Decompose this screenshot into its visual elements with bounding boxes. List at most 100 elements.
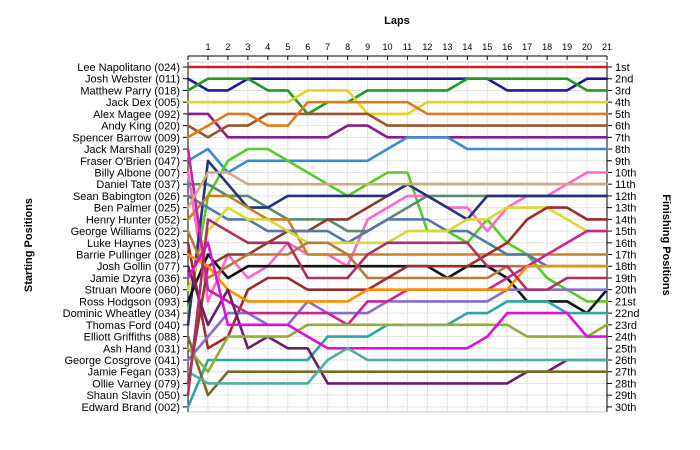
start-position-label: Shaun Slavin (050) <box>86 390 180 402</box>
x-tick-label: 7 <box>325 42 330 52</box>
finish-position-label: 22nd <box>615 308 639 320</box>
finish-position-label: 19th <box>615 273 636 285</box>
x-tick-label: 8 <box>345 42 350 52</box>
chart-title: Laps <box>384 15 410 27</box>
x-tick-label: 3 <box>245 42 250 52</box>
finish-position-label: 7th <box>615 132 630 144</box>
x-tick-label: 15 <box>482 42 492 52</box>
start-position-label: Ollie Varney (079) <box>92 378 180 390</box>
driver-line-28 <box>186 241 609 350</box>
finish-position-label: 18th <box>615 261 636 273</box>
start-position-label: Edward Brand (002) <box>82 402 180 414</box>
finish-position-label: 21st <box>615 296 636 308</box>
start-position-label: Elliott Griffiths (088) <box>84 332 180 344</box>
y-axis-right-label: Finishing Positions <box>660 194 672 295</box>
start-position-label: Josh Webster (011) <box>85 74 180 86</box>
driver-line-15 <box>186 194 609 256</box>
x-tick-label: 20 <box>582 42 592 52</box>
finish-position-label: 11th <box>615 179 636 191</box>
driver-line-17 <box>186 206 609 292</box>
driver-line-8 <box>186 136 609 174</box>
x-tick-label: 21 <box>602 42 612 52</box>
x-tick-label: 16 <box>502 42 512 52</box>
start-position-label: Luke Haynes (023) <box>87 238 180 250</box>
start-position-label: Fraser O'Brien (047) <box>80 156 180 168</box>
finish-position-label: 16th <box>615 238 636 250</box>
x-tick-label: 14 <box>462 42 472 52</box>
finish-position-label: 2nd <box>615 74 633 86</box>
driver-line-19 <box>186 206 609 350</box>
start-position-label: Jamie Dzyra (036) <box>90 273 180 285</box>
finish-position-label: 28th <box>615 378 636 390</box>
finish-position-label: 20th <box>615 285 636 297</box>
start-position-label: Andy King (020) <box>101 121 180 133</box>
start-position-label: Matthew Parry (018) <box>80 85 180 97</box>
start-position-label: Jack Marshall (029) <box>84 144 180 156</box>
start-position-label: Alex Magee (092) <box>93 109 180 121</box>
start-position-label: Ben Palmer (025) <box>94 203 180 215</box>
start-position-label: George Cosgrove (041) <box>64 355 180 367</box>
finish-position-label: 5th <box>615 109 630 121</box>
x-tick-label: 11 <box>403 42 412 52</box>
x-tick-label: 10 <box>383 42 393 52</box>
start-position-label: Ash Hand (031) <box>103 343 180 355</box>
x-tick-label: 9 <box>365 42 370 52</box>
x-tick-label: 4 <box>265 42 270 52</box>
driver-line-4 <box>186 89 609 116</box>
finish-position-label: 6th <box>615 121 630 133</box>
start-position-label: Henry Hunter (052) <box>86 214 180 226</box>
finish-position-label: 17th <box>615 250 636 262</box>
finish-position-label: 23rd <box>615 320 637 332</box>
finishing-position-labels: 1st2nd3rd4th5th6th7th8th9th10th11th12th1… <box>607 62 639 414</box>
start-position-label: George Williams (022) <box>71 226 180 238</box>
driver-line-30 <box>186 218 609 397</box>
start-position-label: Barrie Pullinger (028) <box>76 250 180 262</box>
driver-line-24 <box>186 253 609 303</box>
finish-position-label: 9th <box>615 156 630 168</box>
driver-line-2 <box>186 77 609 92</box>
x-tick-label: 19 <box>562 42 572 52</box>
y-axis-left-label: Starting Positions <box>23 198 35 292</box>
start-position-label: Lee Napolitano (024) <box>77 62 180 74</box>
finish-position-label: 15th <box>615 226 636 238</box>
driver-line-3 <box>186 77 609 116</box>
driver-line-7 <box>186 100 609 139</box>
x-tick-label: 6 <box>305 42 310 52</box>
x-tick-label: 2 <box>225 42 230 52</box>
finish-position-label: 26th <box>615 355 636 367</box>
finish-position-label: 10th <box>615 167 636 179</box>
finish-position-label: 27th <box>615 367 636 379</box>
start-position-label: Dominic Wheatley (034) <box>63 308 180 320</box>
finish-position-label: 4th <box>615 97 630 109</box>
x-tick-label: 5 <box>285 42 290 52</box>
driver-line-13 <box>186 159 609 327</box>
start-position-label: Jamie Fegan (033) <box>88 367 180 379</box>
x-tick-label: 17 <box>522 42 532 52</box>
finish-position-label: 13th <box>615 203 636 215</box>
finish-position-label: 25th <box>615 343 636 355</box>
finish-position-label: 29th <box>615 390 636 402</box>
finish-position-label: 12th <box>615 191 636 203</box>
finish-position-label: 14th <box>615 214 636 226</box>
finish-position-label: 3rd <box>615 85 631 97</box>
driver-line-26 <box>186 335 609 397</box>
driver-line-27 <box>186 323 609 374</box>
start-position-label: Sean Babington (026) <box>73 191 180 203</box>
finish-position-label: 8th <box>615 144 630 156</box>
start-position-label: Thomas Ford (040) <box>86 320 180 332</box>
driver-line-5 <box>186 112 609 139</box>
x-tick-label: 18 <box>542 42 552 52</box>
start-position-label: Ross Hodgson (093) <box>79 296 180 308</box>
start-position-label: Spencer Barrow (009) <box>72 132 180 144</box>
start-position-label: Billy Albone (007) <box>94 167 180 179</box>
finish-position-label: 1st <box>615 62 630 74</box>
start-position-label: Jack Dex (005) <box>106 97 180 109</box>
starting-position-labels: Lee Napolitano (024)Josh Webster (011)Ma… <box>63 62 188 414</box>
driver-line-23 <box>186 171 609 209</box>
start-position-label: Josh Gollin (077) <box>97 261 180 273</box>
start-position-label: Struan Moore (060) <box>85 285 180 297</box>
start-position-label: Daniel Tate (037) <box>96 179 180 191</box>
driver-line-29 <box>186 346 609 385</box>
x-tick-label: 13 <box>442 42 452 52</box>
